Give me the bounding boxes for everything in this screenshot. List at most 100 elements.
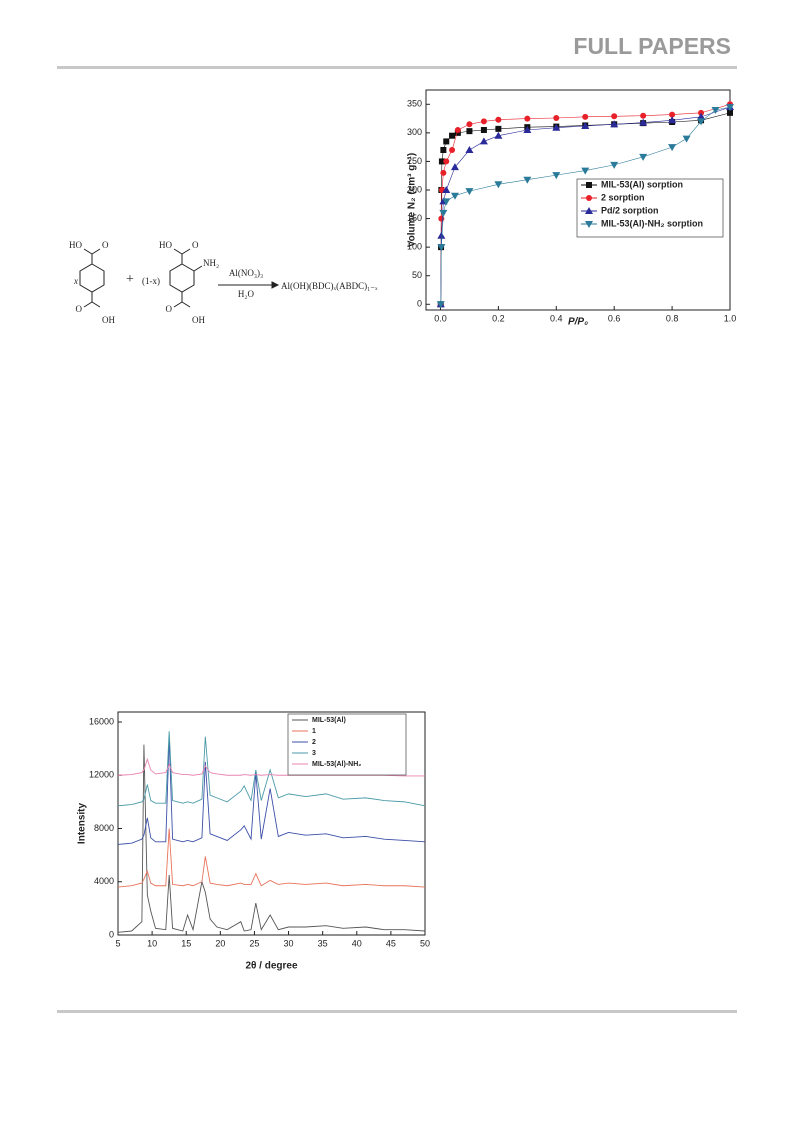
marker (711, 107, 720, 114)
x-tick-label: 25 (249, 938, 259, 948)
group: O (166, 304, 173, 314)
bond (193, 265, 203, 272)
legend-box (287, 713, 407, 776)
marker (436, 301, 445, 309)
marker (494, 131, 503, 139)
marker (442, 198, 451, 206)
marker (449, 147, 456, 153)
benzene-ring (169, 263, 195, 293)
bond (91, 248, 101, 255)
coef: (1-x) (142, 276, 160, 286)
marker (454, 127, 461, 133)
marker (494, 181, 503, 189)
series-line (440, 106, 731, 305)
legend-label: 1 (312, 728, 316, 735)
y-tick-label: 0 (109, 929, 114, 939)
marker (727, 109, 733, 116)
bond (83, 248, 93, 255)
marker (466, 128, 473, 135)
x-tick-label: 0.8 (666, 313, 679, 323)
marker (639, 118, 648, 126)
y-tick-label: 12000 (89, 770, 114, 780)
legend-label: MIL-53(Al)-NH₂ sorption (601, 218, 703, 228)
x-tick-label: 10 (147, 938, 157, 948)
y-tick-label: 4000 (94, 876, 114, 886)
marker (438, 158, 445, 165)
x-tick-label: 45 (386, 938, 396, 948)
marker (697, 112, 706, 120)
marker (553, 115, 560, 121)
x-tick-label: 40 (352, 938, 362, 948)
marker (450, 163, 459, 171)
marker (697, 118, 706, 126)
marker (450, 192, 459, 200)
marker (639, 153, 648, 161)
marker (443, 138, 450, 145)
header-title: FULL PAPERS (573, 33, 731, 59)
x-axis-label: P/P₀ (568, 317, 588, 328)
marker (610, 120, 619, 128)
plot-frame (425, 89, 731, 311)
legend-label: Pd/2 sorption (601, 205, 659, 215)
series-line (117, 828, 426, 888)
y-tick-label: 350 (407, 99, 422, 109)
scheme (79, 248, 280, 308)
marker (552, 123, 561, 131)
group: O (76, 304, 83, 314)
y-tick-label: 200 (407, 184, 422, 194)
coef: x (73, 276, 78, 286)
bond (83, 301, 93, 308)
bond (173, 248, 183, 255)
marker (443, 158, 450, 165)
arrow-head (271, 281, 280, 289)
legend-label: 2 sorption (601, 192, 645, 202)
marker (465, 188, 474, 196)
benzene-ring (79, 263, 105, 293)
x-tick-label: 15 (181, 938, 191, 948)
scheme-labels: x + (1-x) Al(NO₃)₃ H₂O Al(OH)(BDC)ₓ(ABDC… (69, 240, 378, 325)
y-tick-label: 100 (407, 242, 422, 252)
legend-label: MIL-53(Al) (312, 717, 346, 724)
y-axis-label: Intensity (77, 803, 88, 845)
marker (523, 176, 532, 184)
marker (437, 231, 446, 239)
x-tick-label: 5 (115, 938, 120, 948)
y-tick-label: 50 (412, 270, 422, 280)
x-tick-label: 30 (284, 938, 294, 948)
product: Al(OH)(BDC)ₓ(ABDC)₁₋ₓ (281, 281, 378, 291)
marker (440, 169, 447, 176)
y-axis-label: Volume N₂ (cm³ g⁻¹) (407, 153, 418, 248)
marker (668, 116, 677, 124)
marker (465, 146, 474, 153)
bond (181, 248, 191, 255)
legend-label: 2 (312, 739, 316, 746)
group: NH₂ (203, 258, 219, 268)
marker (669, 111, 676, 118)
marker (524, 115, 531, 122)
legend-label: MIL-53(Al)-NH₂ (312, 761, 361, 768)
marker (449, 132, 456, 139)
reagent: Al(NO₃)₃ (229, 268, 263, 278)
bond (181, 301, 191, 308)
legend-label: 3 (312, 750, 316, 757)
x-tick-label: 1.0 (724, 313, 737, 323)
marker (523, 126, 532, 133)
y-tick-label: 150 (407, 213, 422, 223)
marker (439, 209, 448, 217)
marker (586, 195, 592, 201)
bottom-rule (57, 1010, 737, 1013)
bond (91, 301, 101, 308)
marker (585, 207, 593, 214)
plus: + (126, 272, 134, 287)
x-tick-label: 0.6 (608, 313, 621, 323)
series-line (117, 731, 426, 807)
group: O (102, 240, 109, 250)
y-tick-label: 250 (407, 156, 422, 166)
legend-box (576, 178, 724, 238)
marker (479, 137, 488, 145)
marker (585, 221, 593, 228)
y-tick-label: 300 (407, 127, 422, 137)
group: OH (192, 315, 205, 325)
x-tick-label: 50 (420, 938, 430, 948)
marker (466, 121, 473, 128)
